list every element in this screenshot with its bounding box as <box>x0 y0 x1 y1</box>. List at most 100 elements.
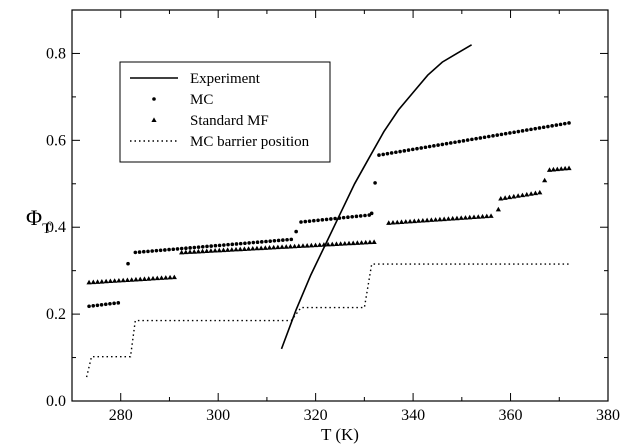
x-axis-title: T (K) <box>321 425 359 444</box>
point-standard-mf <box>484 213 490 219</box>
point-mc <box>465 138 470 142</box>
point-standard-mf <box>454 215 460 221</box>
point-mc <box>234 242 239 246</box>
legend-label-mc-barrier-position: MC barrier position <box>190 134 310 150</box>
point-standard-mf <box>333 241 340 246</box>
point-standard-mf <box>498 195 504 201</box>
point-standard-mf <box>346 240 352 246</box>
point-mc <box>294 229 298 234</box>
point-mc <box>192 245 197 250</box>
point-mc <box>163 248 167 252</box>
point-mc <box>243 241 247 246</box>
point-mc <box>137 250 142 254</box>
point-mc <box>478 136 483 140</box>
point-standard-mf <box>506 194 513 200</box>
point-standard-mf <box>546 167 553 172</box>
point-mc <box>276 238 281 243</box>
point-mc <box>303 219 308 224</box>
point-mc <box>200 244 205 249</box>
point-mc <box>423 145 428 150</box>
point-mc <box>550 124 554 128</box>
point-standard-mf <box>262 245 268 250</box>
point-standard-mf <box>371 239 377 244</box>
point-standard-mf <box>350 240 356 246</box>
point-mc <box>141 249 146 254</box>
point-mc <box>474 136 478 141</box>
point-mc <box>524 128 529 132</box>
point-standard-mf <box>116 277 122 283</box>
point-standard-mf <box>287 243 294 249</box>
point-mc <box>264 239 268 244</box>
point-standard-mf <box>154 275 160 281</box>
legend-swatch-mc <box>152 97 156 101</box>
point-standard-mf <box>338 241 344 246</box>
point-mc <box>363 213 367 218</box>
point-standard-mf <box>90 279 96 285</box>
y-tick-label-0: 0.0 <box>46 393 66 410</box>
point-standard-mf <box>424 217 430 223</box>
point-standard-mf <box>258 245 264 251</box>
point-mc <box>116 301 121 305</box>
point-standard-mf <box>133 276 139 282</box>
point-standard-mf <box>179 249 185 255</box>
point-mc <box>508 131 512 135</box>
point-mc <box>427 144 432 149</box>
x-tick-label-320: 320 <box>304 407 328 424</box>
point-mc <box>112 301 116 306</box>
point-mc <box>486 134 491 139</box>
point-mc <box>255 240 260 245</box>
point-mc <box>558 122 563 127</box>
point-mc <box>398 149 402 154</box>
point-standard-mf <box>415 218 422 223</box>
point-standard-mf <box>390 219 396 225</box>
point-standard-mf <box>266 245 273 250</box>
point-standard-mf <box>321 242 327 247</box>
y-tick-label-4: 0.8 <box>46 45 66 62</box>
point-standard-mf <box>441 216 447 222</box>
point-standard-mf <box>187 249 193 254</box>
point-standard-mf <box>342 240 348 246</box>
y-axis-title-sub: T <box>42 221 51 237</box>
x-tick-label-300: 300 <box>206 407 230 424</box>
point-mc <box>541 125 546 130</box>
point-standard-mf <box>304 243 310 248</box>
point-mc <box>222 243 226 247</box>
point-mc <box>272 238 277 243</box>
point-standard-mf <box>450 215 456 221</box>
point-standard-mf <box>86 279 92 285</box>
point-standard-mf <box>225 247 231 252</box>
point-standard-mf <box>329 241 335 247</box>
point-mc <box>324 217 329 222</box>
point-standard-mf <box>208 248 214 253</box>
point-standard-mf <box>229 247 235 252</box>
point-mc <box>230 242 235 247</box>
point-standard-mf <box>479 213 486 219</box>
point-standard-mf <box>279 244 285 249</box>
point-mc <box>482 135 487 140</box>
point-standard-mf <box>471 214 477 220</box>
point-standard-mf <box>275 244 281 250</box>
point-standard-mf <box>120 277 126 283</box>
point-standard-mf <box>566 165 572 171</box>
y-tick-label-1: 0.2 <box>46 306 66 323</box>
plot-frame <box>71 9 609 402</box>
point-mc <box>516 129 521 134</box>
legend-label-mc: MC <box>190 92 213 108</box>
point-standard-mf <box>363 239 369 245</box>
point-standard-mf <box>394 219 400 225</box>
point-standard-mf <box>420 217 426 223</box>
point-mc <box>432 144 436 148</box>
point-standard-mf <box>103 278 109 284</box>
point-mc <box>354 214 359 219</box>
point-standard-mf <box>437 216 443 222</box>
x-tick-label-360: 360 <box>499 407 523 424</box>
point-standard-mf <box>433 217 439 222</box>
point-mc <box>91 303 96 308</box>
point-standard-mf <box>524 191 530 197</box>
point-standard-mf <box>296 243 302 249</box>
point-mc <box>209 244 214 248</box>
point-standard-mf <box>358 240 365 245</box>
point-mc <box>333 216 337 221</box>
point-standard-mf <box>411 218 417 224</box>
point-standard-mf <box>386 220 392 225</box>
